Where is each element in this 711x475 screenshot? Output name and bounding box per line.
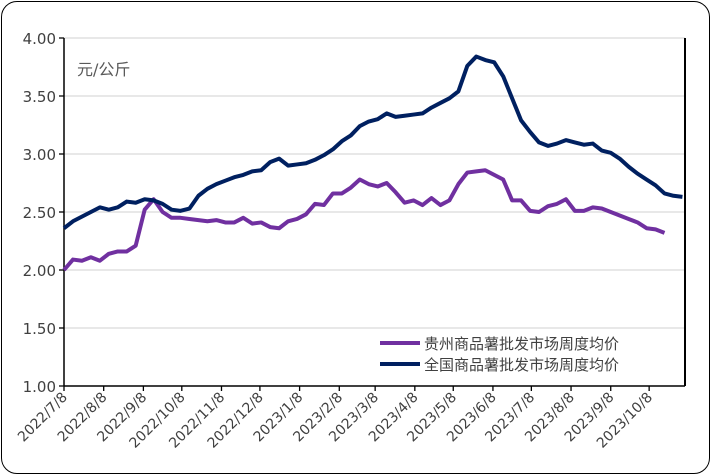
y-tick-label: 1.50 [23, 320, 56, 338]
y-tick-label: 4.00 [23, 30, 56, 48]
y-tick-label: 2.50 [23, 204, 56, 222]
series-line-0 [62, 168, 666, 272]
legend-label-national: 全国商品薯批发市场周度均价 [424, 356, 619, 374]
y-tick-label: 2.00 [23, 262, 56, 280]
y-tick-label: 1.00 [23, 378, 56, 396]
y-tick-label: 3.50 [23, 88, 56, 106]
legend-label-guizhou: 贵州商品薯批发市场周度均价 [424, 335, 619, 353]
y-tick-label: 3.00 [23, 146, 56, 164]
legend: 贵州商品薯批发市场周度均价 全国商品薯批发市场周度均价 [380, 335, 619, 374]
series-line-1 [62, 54, 683, 230]
unit-label: 元/公斤 [77, 60, 130, 79]
